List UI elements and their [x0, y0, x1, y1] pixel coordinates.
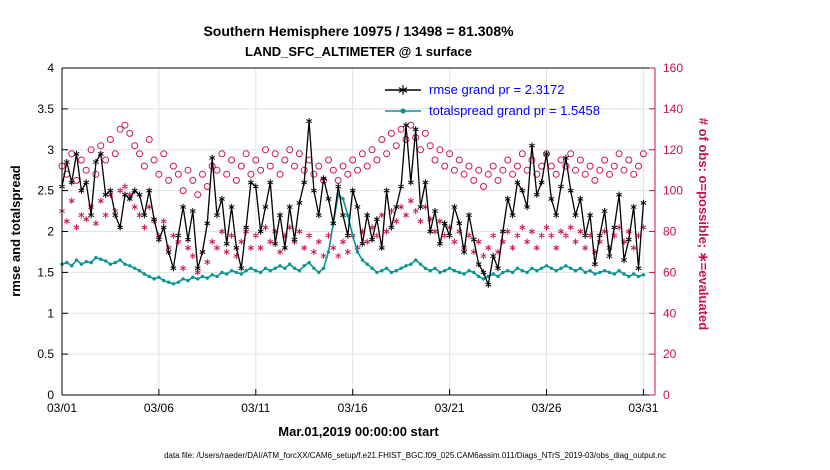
x-tick-label: 03/11 [241, 401, 270, 415]
legend-label-rmse: rmse grand pr = 2.3172 [429, 82, 565, 97]
x-tick-label: 03/01 [47, 401, 77, 415]
totalspread-dots [60, 193, 646, 286]
asterisk-marker-icon [398, 84, 408, 95]
y-right-tick-label: 20 [663, 347, 677, 361]
y-right-tick-label: 160 [663, 61, 683, 75]
tick-labels: 03/01 03/06 03/11 03/16 03/21 03/26 03/31 0 0.5 1… [37, 61, 683, 415]
legend: rmse grand pr = 2.3172 totalspread grand… [384, 79, 600, 121]
y-right-tick-label: 40 [663, 306, 677, 320]
y-right-tick-label: 80 [663, 225, 677, 239]
y-left-tick-label: 2 [47, 225, 54, 239]
x-tick-label: 03/06 [144, 401, 174, 415]
y-right-tick-label: 60 [663, 265, 677, 279]
grid [62, 68, 655, 395]
y-left-tick-label: 3 [47, 143, 54, 157]
y-left-tick-label: 4 [47, 61, 54, 75]
possible-obs-circles [58, 121, 647, 199]
y-right-tick-label: 0 [663, 388, 670, 402]
dot-marker-icon [400, 107, 406, 114]
x-axis-label: Mar.01,2019 00:00:00 start [278, 424, 439, 439]
y-axis-left-label: rmse and totalspread [8, 165, 23, 297]
chart-subtitle: LAND_SFC_ALTIMETER @ 1 surface [245, 44, 472, 59]
legend-label-totalspread: totalspread grand pr = 1.5458 [429, 103, 600, 118]
rmse-line-sample [385, 84, 421, 95]
y-left-tick-label: 0.5 [37, 347, 54, 361]
x-tick-label: 03/21 [435, 401, 465, 415]
y-left-tick-label: 0 [47, 388, 54, 402]
axes-box [61, 67, 656, 396]
x-tick-label: 03/16 [338, 401, 368, 415]
legend-item-rmse: rmse grand pr = 2.3172 [384, 79, 600, 100]
chart-title: Southern Hemisphere 10975 / 13498 = 81.3… [203, 23, 514, 39]
y-left-tick-label: 3.5 [37, 102, 54, 116]
y-right-tick-label: 120 [663, 143, 683, 157]
x-tick-label: 03/26 [531, 401, 561, 415]
y-left-tick-label: 1.5 [37, 265, 54, 279]
tick-marks [61, 67, 655, 396]
y-axis-right-label: # of obs: o=possible; ∗=evaluated [696, 117, 711, 331]
legend-item-totalspread: totalspread grand pr = 1.5458 [384, 100, 600, 121]
totalspread-line-sample [385, 107, 421, 114]
y-left-tick-label: 1 [47, 306, 54, 320]
y-left-tick-label: 2.5 [37, 184, 54, 198]
data-file-path: data file: /Users/raeder/DAI/ATM_forcXX/… [164, 451, 666, 460]
y-right-tick-label: 100 [663, 184, 683, 198]
y-right-tick-label: 140 [663, 102, 683, 116]
x-tick-label: 03/31 [628, 401, 658, 415]
